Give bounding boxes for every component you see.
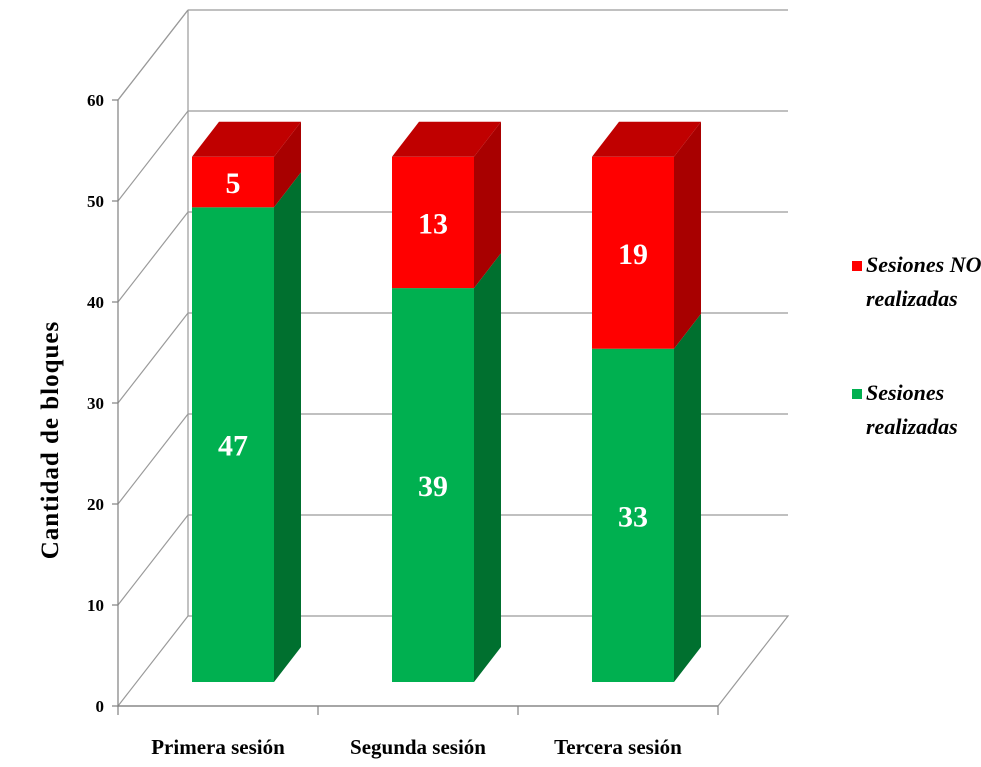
x-category-label: Primera sesión [151,735,285,759]
bar-segment-side [274,172,301,683]
data-labels: 47 5 39 13 33 19 [218,167,648,533]
gridline-side [117,9,189,101]
bar-segment-side [474,253,501,682]
bar-segment-side [674,121,701,349]
bar-segment [592,348,674,682]
legend-swatch [852,389,862,399]
gridline-side [117,110,189,202]
y-tick-label: 0 [96,697,105,716]
gridline-side [117,413,189,505]
gridline-side [117,514,189,606]
y-tick-label: 30 [87,394,104,413]
data-label: 5 [226,167,241,200]
bar-segment-side [274,121,301,208]
bars [192,121,701,683]
gridline-side [117,312,189,404]
x-axis: Primera sesión Segunda sesión Tercera sesi… [117,705,719,759]
legend-swatch [852,261,862,271]
data-label: 39 [418,470,448,503]
bar-top-face [592,121,701,157]
bar-segment [192,207,274,683]
data-label: 19 [618,238,648,271]
data-label: 13 [418,207,448,240]
x-category-label: Segunda sesión [350,735,486,759]
bar-segment [592,156,674,349]
data-label: 47 [218,430,248,463]
bar-segment [192,156,274,208]
legend-label: realizadas [866,286,958,311]
bar-segment [392,288,474,682]
x-category-label: Tercera sesión [554,735,682,759]
bar-segment-side [474,121,501,289]
legend-label: Sesiones NO [866,252,981,277]
legend-label: realizadas [866,414,958,439]
bar-segment-side [674,313,701,682]
bar-top-face [392,121,501,157]
y-tick-label: 20 [87,495,104,514]
y-tick-label: 40 [87,293,104,312]
bar-top-face [192,121,301,157]
y-tick-label: 50 [87,192,104,211]
y-axis: 0 10 20 30 40 50 60 [87,91,119,716]
y-tick-label: 10 [87,596,104,615]
legend: Sesiones NO realizadas Sesiones realizadas [852,252,981,439]
y-axis-title: Cantidad de bloques [37,321,64,560]
bar-segment [392,156,474,289]
gridline-side [117,211,189,303]
y-tick-label: 60 [87,91,104,110]
legend-label: Sesiones [866,380,944,405]
data-label: 33 [618,500,648,533]
